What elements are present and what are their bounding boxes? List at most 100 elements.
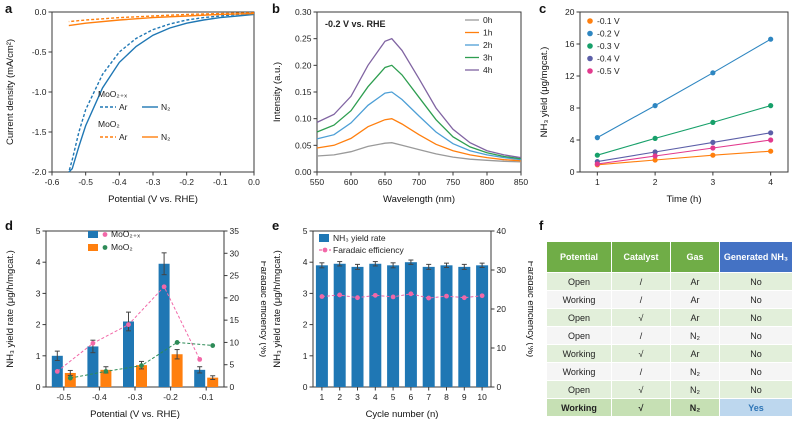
svg-text:4: 4 (768, 177, 773, 187)
panel-label-d: d (5, 218, 13, 233)
svg-text:Cycle number (n): Cycle number (n) (366, 409, 439, 420)
table-cell: √ (611, 380, 671, 399)
svg-text:MoO₂: MoO₂ (98, 119, 120, 129)
svg-text:Current density (mA/cm²): Current density (mA/cm²) (5, 39, 16, 145)
svg-text:4: 4 (373, 392, 378, 402)
svg-text:Intensity (a.u.): Intensity (a.u.) (272, 62, 283, 122)
table-row: Working / Ar No (546, 290, 793, 309)
svg-text:-0.1: -0.1 (213, 177, 228, 187)
table-header-row: Potential Catalyst Gas Generated NH₃ (546, 241, 793, 273)
table-row: Open √ N₂ No (546, 380, 793, 399)
panel-c-yield-vs-time: c 1 2 3 4 0 4 8 12 16 20 -0.1 V -0.2 V -0.3 V -0.4 V-… (534, 0, 800, 216)
svg-text:5: 5 (391, 392, 396, 402)
svg-text:4: 4 (36, 257, 41, 267)
svg-text:0: 0 (36, 382, 41, 392)
svg-text:550: 550 (310, 177, 324, 187)
svg-text:10: 10 (477, 392, 487, 402)
table-cell: Working (546, 290, 612, 309)
svg-text:800: 800 (480, 177, 494, 187)
table-cell: N₂ (670, 380, 720, 399)
table-cell: Yes (719, 398, 793, 417)
table-row: Working √ Ar No (546, 344, 793, 363)
svg-text:4: 4 (570, 135, 575, 145)
panel-a-lsv-curves: a -0.6 -0.5 -0.4 -0.3 -0.2 -0.1 0.0 0.0 -0.5 -1.0… (0, 0, 266, 216)
svg-text:5: 5 (230, 360, 235, 370)
svg-text:Potential (V vs. RHE): Potential (V vs. RHE) (108, 194, 198, 205)
svg-text:3: 3 (303, 288, 308, 298)
svg-text:0.0: 0.0 (248, 177, 260, 187)
svg-text:-0.1: -0.1 (199, 392, 214, 402)
svg-text:750: 750 (446, 177, 460, 187)
svg-text:N₂: N₂ (161, 102, 170, 112)
table-row: Open / N₂ No (546, 326, 793, 345)
svg-text:0.15: 0.15 (295, 87, 312, 97)
svg-text:25: 25 (230, 271, 240, 281)
panel-d-yield-rate-potential: d -0.5 -0.4 -0.3 -0.2 -0.1 0 1 2 3 4 5 0 5 10 15 20 25 30… (0, 217, 266, 433)
table-cell: No (719, 290, 793, 309)
table-cell: No (719, 380, 793, 399)
control-experiments-table: Potential Catalyst Gas Generated NH₃ Open / Ar… (546, 241, 793, 417)
table-cell: Open (546, 272, 612, 291)
svg-text:3h: 3h (483, 53, 493, 63)
svg-text:0: 0 (570, 167, 575, 177)
svg-text:3: 3 (711, 177, 716, 187)
svg-text:3: 3 (36, 288, 41, 298)
svg-text:-0.4 V: -0.4 V (597, 54, 620, 64)
table-cell: Working (546, 362, 612, 381)
svg-text:-0.1 V: -0.1 V (597, 16, 620, 26)
table-row: Open √ Ar No (546, 308, 793, 327)
svg-text:5: 5 (36, 226, 41, 236)
svg-text:-0.5: -0.5 (32, 47, 47, 57)
table-cell: No (719, 326, 793, 345)
svg-text:1: 1 (303, 351, 308, 361)
table-cell: Open (546, 380, 612, 399)
panel-label-b: b (272, 1, 280, 16)
svg-text:MoO₂₊ₓ: MoO₂₊ₓ (98, 89, 127, 99)
svg-text:8: 8 (444, 392, 449, 402)
svg-text:8: 8 (570, 103, 575, 113)
table-cell: Ar (670, 272, 720, 291)
table-cell: N₂ (670, 398, 720, 417)
svg-text:-0.3: -0.3 (128, 392, 143, 402)
table-cell: / (611, 272, 671, 291)
col-header-catalyst: Catalyst (611, 241, 671, 273)
chart-cycle-stability: 1 2 3 4 5 6 7 8 9 10 0 1 2 3 4 5 0 10 20 30 40 Cycle number (… (272, 226, 533, 420)
svg-text:0.05: 0.05 (295, 140, 312, 150)
svg-text:9: 9 (462, 392, 467, 402)
svg-text:Potential (V vs. RHE): Potential (V vs. RHE) (90, 409, 180, 420)
table-cell: No (719, 362, 793, 381)
svg-text:600: 600 (344, 177, 358, 187)
svg-text:20: 20 (497, 304, 507, 314)
svg-text:20: 20 (230, 293, 240, 303)
svg-text:6: 6 (409, 392, 414, 402)
svg-text:Faradaic efficiency (%): Faradaic efficiency (%) (258, 261, 266, 357)
panel-b-spectra: b 550 600 650 700 750 800 850 0.00 0.05 0.10 0.15 0… (267, 0, 533, 216)
table-cell: / (611, 290, 671, 309)
svg-text:1h: 1h (483, 28, 493, 38)
svg-text:30: 30 (230, 248, 240, 258)
panel-label-f: f (539, 218, 544, 233)
svg-text:MoO₂₊ₓ: MoO₂₊ₓ (111, 229, 140, 239)
panel-e-cycling-stability: e 1 2 3 4 5 6 7 8 9 10 0 1 2 3 4 5 0 10 20 30 40 Cycle number… (267, 217, 533, 433)
svg-text:16: 16 (565, 39, 575, 49)
svg-text:-2.0: -2.0 (32, 167, 47, 177)
svg-text:5: 5 (303, 226, 308, 236)
svg-text:NH₃ yield rate (μg/h/mgcat.): NH₃ yield rate (μg/h/mgcat.) (5, 250, 16, 368)
svg-text:NH₃ yield (μg/mgcat.): NH₃ yield (μg/mgcat.) (539, 47, 550, 138)
svg-text:-0.2 V vs. RHE: -0.2 V vs. RHE (325, 19, 386, 29)
svg-text:1: 1 (36, 351, 41, 361)
svg-text:0.10: 0.10 (295, 114, 312, 124)
svg-text:650: 650 (378, 177, 392, 187)
svg-text:N₂: N₂ (161, 132, 170, 142)
table-cell: No (719, 344, 793, 363)
svg-text:-0.4: -0.4 (112, 177, 127, 187)
svg-text:-0.6: -0.6 (45, 177, 60, 187)
svg-text:-0.2 V: -0.2 V (597, 29, 620, 39)
table-cell: / (611, 362, 671, 381)
svg-text:850: 850 (514, 177, 528, 187)
svg-text:40: 40 (497, 226, 507, 236)
table-cell: N₂ (670, 362, 720, 381)
svg-text:15: 15 (230, 315, 240, 325)
panel-label-c: c (539, 1, 547, 16)
